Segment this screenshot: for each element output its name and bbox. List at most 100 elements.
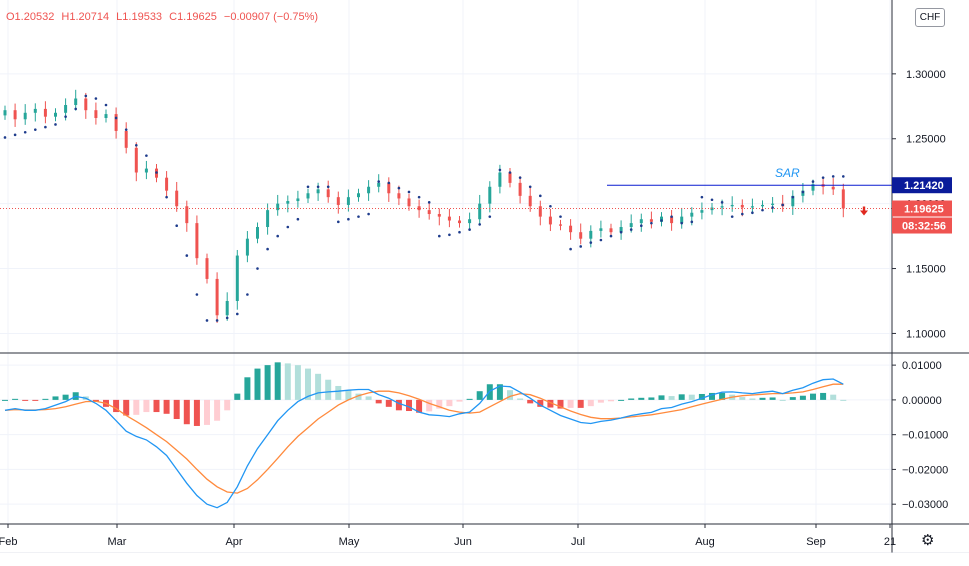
- candle-body[interactable]: [13, 110, 17, 120]
- macd-histogram-bar[interactable]: [618, 399, 625, 401]
- macd-histogram-bar[interactable]: [507, 390, 513, 400]
- candle-body[interactable]: [417, 206, 421, 211]
- macd-histogram-bar[interactable]: [688, 394, 695, 400]
- candle-body[interactable]: [175, 190, 179, 207]
- candle-body[interactable]: [346, 197, 350, 205]
- candle-body[interactable]: [357, 193, 360, 198]
- macd-histogram-bar[interactable]: [668, 396, 675, 400]
- macd-line[interactable]: [4, 378, 844, 509]
- price-series[interactable]: SAR: [0, 89, 892, 323]
- candle-body[interactable]: [94, 110, 98, 118]
- macd-histogram-bar[interactable]: [385, 399, 392, 407]
- candle-body[interactable]: [518, 182, 522, 196]
- candle-body[interactable]: [811, 184, 815, 191]
- candle-body[interactable]: [185, 206, 189, 224]
- candle-body[interactable]: [377, 182, 381, 187]
- macd-histogram-bar[interactable]: [244, 377, 251, 400]
- macd-histogram-bar[interactable]: [173, 399, 180, 420]
- candle-body[interactable]: [205, 258, 209, 279]
- macd-histogram-bar[interactable]: [204, 399, 210, 425]
- candle-body[interactable]: [114, 114, 118, 131]
- candle-body[interactable]: [215, 278, 219, 316]
- macd-histogram-bar[interactable]: [426, 399, 433, 412]
- macd-histogram-bar[interactable]: [436, 399, 443, 409]
- macd-histogram-bar[interactable]: [395, 399, 402, 411]
- candle-body[interactable]: [528, 195, 532, 207]
- candle-body[interactable]: [316, 189, 320, 194]
- candle-body[interactable]: [629, 223, 633, 228]
- candle-body[interactable]: [3, 110, 7, 116]
- candle-body[interactable]: [256, 227, 259, 239]
- candle-body[interactable]: [538, 206, 542, 217]
- macd-histogram-bar[interactable]: [608, 399, 614, 402]
- macd-histogram-bar[interactable]: [557, 399, 564, 409]
- candle-body[interactable]: [730, 204, 734, 207]
- macd-histogram-bar[interactable]: [769, 397, 776, 400]
- macd-histogram-bar[interactable]: [779, 399, 786, 401]
- macd-histogram-bar[interactable]: [345, 390, 352, 400]
- candle-body[interactable]: [649, 219, 653, 222]
- candle-body[interactable]: [195, 223, 199, 259]
- macd-histogram-bar[interactable]: [133, 399, 140, 415]
- candle-body[interactable]: [750, 206, 754, 208]
- candle-body[interactable]: [74, 98, 78, 106]
- candle-body[interactable]: [559, 224, 562, 226]
- macd-histogram-bar[interactable]: [527, 399, 534, 404]
- macd-histogram-bar[interactable]: [163, 399, 170, 414]
- candle-body[interactable]: [791, 195, 795, 207]
- candle-body[interactable]: [225, 300, 229, 316]
- macd-histogram-bar[interactable]: [638, 397, 645, 400]
- macd-histogram-bar[interactable]: [587, 399, 594, 407]
- candle-body[interactable]: [286, 201, 290, 204]
- macd-histogram-bar[interactable]: [234, 393, 241, 400]
- macd-histogram-bar[interactable]: [476, 391, 483, 400]
- macd-histogram-bar[interactable]: [830, 394, 837, 400]
- candle-body[interactable]: [458, 220, 461, 224]
- macd-histogram-bar[interactable]: [305, 368, 311, 400]
- macd-histogram-bar[interactable]: [32, 399, 39, 401]
- macd-histogram-bar[interactable]: [315, 373, 322, 400]
- macd-histogram-bar[interactable]: [820, 392, 827, 400]
- currency-button[interactable]: CHF: [915, 8, 945, 27]
- macd-histogram-bar[interactable]: [113, 399, 120, 413]
- candle-body[interactable]: [690, 212, 694, 217]
- candle-body[interactable]: [498, 172, 502, 187]
- macd-histogram-bar[interactable]: [183, 399, 190, 425]
- candle-body[interactable]: [437, 214, 441, 217]
- macd-histogram-bar[interactable]: [416, 399, 423, 413]
- candle-body[interactable]: [548, 216, 552, 225]
- macd-histogram-bar[interactable]: [254, 368, 261, 400]
- candle-body[interactable]: [23, 112, 27, 120]
- macd-histogram-bar[interactable]: [123, 399, 130, 416]
- candle-body[interactable]: [670, 216, 674, 224]
- macd-histogram-bar[interactable]: [567, 399, 574, 408]
- macd-histogram-bar[interactable]: [466, 398, 473, 400]
- macd-histogram-bar[interactable]: [264, 365, 271, 400]
- candle-body[interactable]: [64, 105, 68, 113]
- candle-body[interactable]: [639, 219, 643, 224]
- macd-histogram-bar[interactable]: [517, 398, 524, 400]
- macd-histogram-bar[interactable]: [456, 399, 463, 402]
- macd-histogram-bar[interactable]: [658, 395, 665, 400]
- macd-histogram-bar[interactable]: [759, 397, 766, 400]
- macd-histogram-bar[interactable]: [739, 397, 746, 400]
- macd-histogram-bar[interactable]: [214, 399, 221, 421]
- macd-histogram-bar[interactable]: [749, 398, 756, 400]
- candle-body[interactable]: [54, 112, 57, 117]
- candle-body[interactable]: [84, 98, 88, 111]
- macd-histogram-bar[interactable]: [294, 365, 301, 400]
- macd-histogram-bar[interactable]: [62, 394, 69, 400]
- candle-body[interactable]: [599, 228, 603, 231]
- candle-body[interactable]: [700, 210, 704, 213]
- macd-histogram-bar[interactable]: [224, 399, 231, 411]
- macd-histogram-bar[interactable]: [547, 399, 554, 408]
- candle-body[interactable]: [296, 198, 300, 202]
- signal-line[interactable]: [4, 383, 844, 494]
- macd-histogram-bar[interactable]: [577, 399, 584, 408]
- macd-histogram-bar[interactable]: [22, 399, 29, 401]
- candle-body[interactable]: [720, 206, 724, 208]
- macd-histogram-bar[interactable]: [355, 393, 362, 400]
- candle-body[interactable]: [841, 189, 845, 209]
- candle-body[interactable]: [609, 228, 613, 233]
- candle-body[interactable]: [104, 114, 108, 118]
